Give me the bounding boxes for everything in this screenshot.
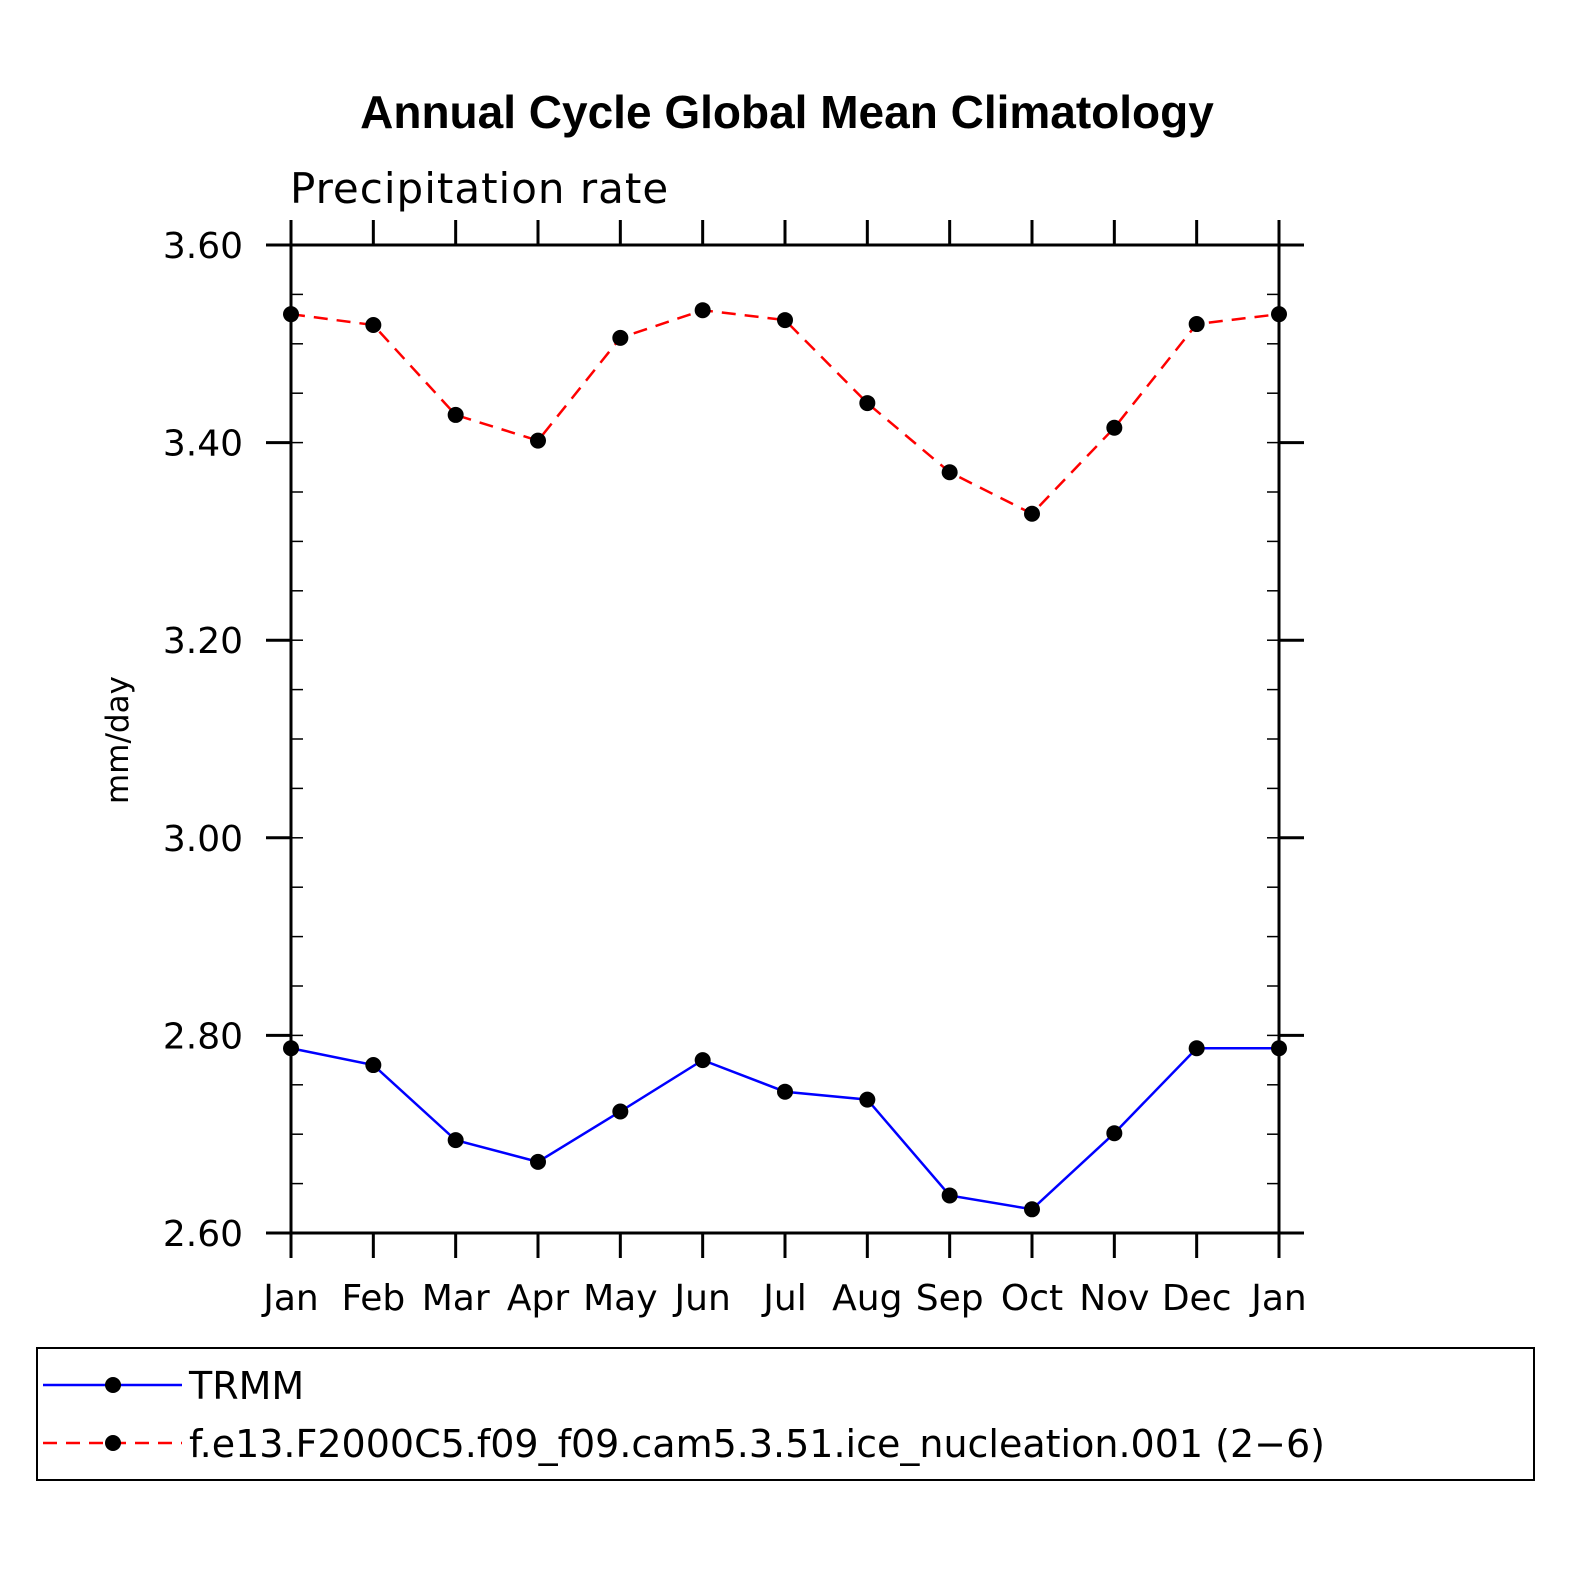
series-1-point [694, 302, 711, 319]
series-1-point [1024, 505, 1040, 522]
series-0-point [1024, 1201, 1040, 1218]
series-1-point [365, 317, 382, 334]
series-0-point [530, 1153, 546, 1170]
x-tick-label: Feb [341, 1278, 405, 1319]
series-0-point [941, 1187, 958, 1204]
x-tick-label: Oct [1001, 1278, 1063, 1319]
series-1-point [283, 306, 299, 323]
legend-box [36, 1347, 1535, 1481]
series-line-1 [290, 308, 1280, 516]
series-1-point [777, 312, 793, 329]
y-tick-label: 2.60 [163, 1214, 243, 1255]
legend-marker-1 [105, 1435, 121, 1451]
series-0-point [1271, 1040, 1287, 1057]
series-0-point [365, 1057, 382, 1074]
series-1-point [530, 432, 546, 449]
series-0-point [859, 1091, 876, 1108]
series-1-point [859, 395, 876, 412]
series-1-point [612, 329, 629, 346]
x-tick-label: Jan [1249, 1278, 1307, 1319]
x-tick-label: Nov [1079, 1278, 1149, 1319]
x-tick-label: May [583, 1278, 657, 1319]
series-0-point [694, 1052, 711, 1069]
y-tick-label: 2.80 [163, 1016, 243, 1057]
y-tick-label: 3.60 [163, 226, 243, 267]
series-1-point [1271, 306, 1287, 323]
x-tick-labels: Jan Feb Mar Apr May Jun Jul Aug Sep Oct Nov Dec Jan [261, 1278, 1307, 1319]
x-tick-label: Dec [1162, 1278, 1232, 1319]
x-tick-label: Apr [507, 1278, 569, 1319]
legend-marker-0 [105, 1377, 121, 1393]
series-layer [283, 302, 1287, 1218]
chart-subtitle: Precipitation rate [290, 164, 669, 213]
y-axis-label: mm/day [100, 676, 136, 804]
series-1-point [447, 406, 464, 423]
series-0-point [612, 1103, 629, 1120]
legend-label-1: f.e13.F2000C5.f09_f09.cam5.3.51.ice_nucl… [189, 1422, 1325, 1466]
x-tick-label: Sep [916, 1278, 984, 1319]
series-1-point [941, 464, 958, 481]
series-0-point [447, 1132, 464, 1149]
series-0-point [1106, 1125, 1123, 1142]
y-tick-label: 3.40 [163, 424, 243, 465]
x-tick-label: Mar [422, 1278, 490, 1319]
x-tick-label: Jun [673, 1278, 731, 1319]
series-0-point [283, 1040, 299, 1057]
x-tick-label: Jul [761, 1278, 806, 1319]
chart-title: Annual Cycle Global Mean Climatology [360, 86, 1214, 138]
y-tick-labels: 2.60 2.80 3.00 3.20 3.40 3.60 [163, 226, 243, 1255]
x-tick-label: Jan [261, 1278, 319, 1319]
x-tick-label: Aug [832, 1278, 902, 1319]
y-tick-label: 3.00 [163, 819, 243, 860]
series-0-point [1188, 1040, 1205, 1057]
legend: TRMM f.e13.F2000C5.f09_f09.cam5.3.51.ice_… [43, 1364, 1325, 1466]
series-1-point [1188, 316, 1205, 333]
axis-ticks [266, 220, 1304, 1258]
series-0-point [777, 1083, 793, 1100]
y-tick-label: 3.20 [163, 621, 243, 662]
series-1-point [1106, 419, 1123, 436]
series-line-0 [290, 1046, 1279, 1211]
legend-label-0: TRMM [188, 1364, 304, 1408]
